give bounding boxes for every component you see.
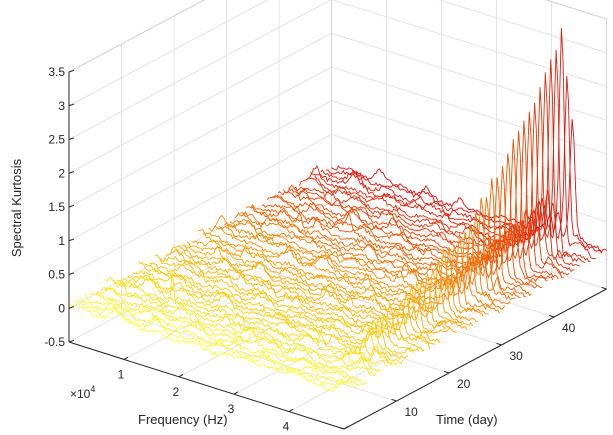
series-trace bbox=[159, 255, 436, 345]
y-tick-label: 0 bbox=[352, 433, 359, 435]
z-tick-mark bbox=[68, 69, 75, 73]
y-tick-label: 30 bbox=[510, 349, 524, 363]
y-tick-mark bbox=[496, 342, 502, 346]
series-trace bbox=[79, 296, 356, 389]
z-tick-label: 0.5 bbox=[48, 268, 65, 282]
grid-line-y-floor bbox=[226, 257, 502, 346]
series-trace bbox=[90, 292, 366, 385]
x-tick-label: 1 bbox=[118, 367, 125, 381]
x-axis-multiplier-exponent: 4 bbox=[90, 384, 95, 394]
x-tick-mark bbox=[233, 391, 239, 395]
z-tick-label: 2 bbox=[58, 166, 65, 180]
box-edge bbox=[68, 0, 206, 73]
z-tick-mark bbox=[68, 171, 75, 174]
chart-axes bbox=[68, 69, 607, 430]
chart-series bbox=[68, 28, 607, 392]
x-tick-label: 2 bbox=[173, 385, 180, 399]
z-tick-mark bbox=[68, 137, 75, 140]
chart-tick-labels: -0.500.511.522.533.51234501020304050 bbox=[44, 65, 576, 435]
series-trace bbox=[192, 240, 468, 331]
series-trace bbox=[100, 286, 377, 377]
series-trace bbox=[122, 274, 398, 365]
z-tick-mark bbox=[68, 103, 75, 107]
series-trace bbox=[261, 166, 538, 287]
y-tick-mark bbox=[391, 398, 397, 402]
grid-line-z bbox=[68, 0, 269, 107]
z-tick-label: 2.5 bbox=[48, 133, 65, 147]
x-tick-label: 4 bbox=[283, 420, 290, 434]
grid-line-x-floor bbox=[288, 271, 552, 413]
grid-line-z bbox=[331, 100, 607, 189]
grid-line-z bbox=[438, 0, 607, 54]
z-tick-label: 3 bbox=[58, 99, 65, 113]
grid-line-z bbox=[331, 0, 607, 87]
grid-line-z bbox=[68, 66, 332, 208]
grid-line-z bbox=[68, 134, 332, 275]
z-tick-label: 1.5 bbox=[48, 200, 65, 214]
z-tick-label: 1 bbox=[58, 234, 65, 248]
series-trace bbox=[202, 232, 478, 323]
z-tick-label: -0.5 bbox=[44, 335, 65, 349]
y-tick-label: 20 bbox=[457, 377, 471, 391]
series-trace bbox=[149, 261, 425, 352]
grid-line-y-floor bbox=[173, 285, 450, 374]
y-tick-label: 40 bbox=[562, 321, 576, 335]
y-axis-line bbox=[343, 288, 607, 430]
y-tick-mark bbox=[338, 426, 345, 430]
x-tick-mark bbox=[178, 373, 184, 378]
series-trace bbox=[117, 277, 393, 367]
series-trace bbox=[68, 303, 345, 392]
series-trace bbox=[74, 298, 350, 388]
grid-line-z bbox=[331, 66, 607, 155]
z-tick-mark bbox=[68, 272, 75, 275]
y-tick-mark bbox=[601, 286, 607, 290]
x-axis-multiplier-base: ×10 bbox=[70, 387, 91, 401]
series-trace bbox=[170, 248, 446, 335]
z-tick-mark bbox=[68, 204, 75, 208]
series-trace bbox=[298, 87, 575, 273]
x-axis-line bbox=[68, 341, 345, 430]
box-edge bbox=[544, 0, 607, 20]
x-tick-mark bbox=[123, 356, 129, 360]
z-tick-mark bbox=[68, 306, 75, 309]
z-axis-label: Spectral Kurtosis bbox=[9, 158, 24, 257]
x-tick-label: 3 bbox=[228, 402, 235, 416]
z-tick-mark bbox=[68, 339, 75, 343]
grid-line-y-floor bbox=[278, 229, 555, 318]
z-tick-label: 3.5 bbox=[48, 65, 65, 79]
series-trace bbox=[111, 270, 388, 368]
z-tick-label: 0 bbox=[58, 301, 65, 315]
series-trace bbox=[95, 287, 371, 372]
z-tick-mark bbox=[68, 238, 75, 242]
series-trace bbox=[175, 244, 452, 334]
grid-line-z bbox=[331, 167, 607, 256]
grid-line-z bbox=[68, 32, 332, 174]
series-trace bbox=[234, 212, 511, 305]
series-trace bbox=[208, 215, 484, 318]
grid-line-z bbox=[68, 100, 332, 242]
series-trace bbox=[186, 241, 463, 325]
grid-line-z bbox=[331, 32, 607, 121]
y-tick-mark bbox=[443, 370, 450, 374]
y-tick-mark bbox=[548, 314, 555, 318]
x-tick-mark bbox=[343, 426, 349, 430]
series-trace bbox=[245, 197, 521, 298]
series-trace bbox=[213, 225, 489, 315]
grid-line-z bbox=[68, 0, 332, 140]
series-trace bbox=[143, 263, 420, 352]
series-trace bbox=[154, 254, 431, 350]
x-tick-mark bbox=[288, 408, 294, 413]
x-axis-multiplier: ×104 bbox=[70, 384, 95, 401]
series-trace bbox=[250, 178, 527, 298]
y-axis-label: Time (day) bbox=[436, 412, 498, 427]
series-trace bbox=[106, 277, 382, 372]
y-tick-label: 10 bbox=[405, 405, 419, 419]
x-axis-label: Frequency (Hz) bbox=[138, 412, 228, 427]
